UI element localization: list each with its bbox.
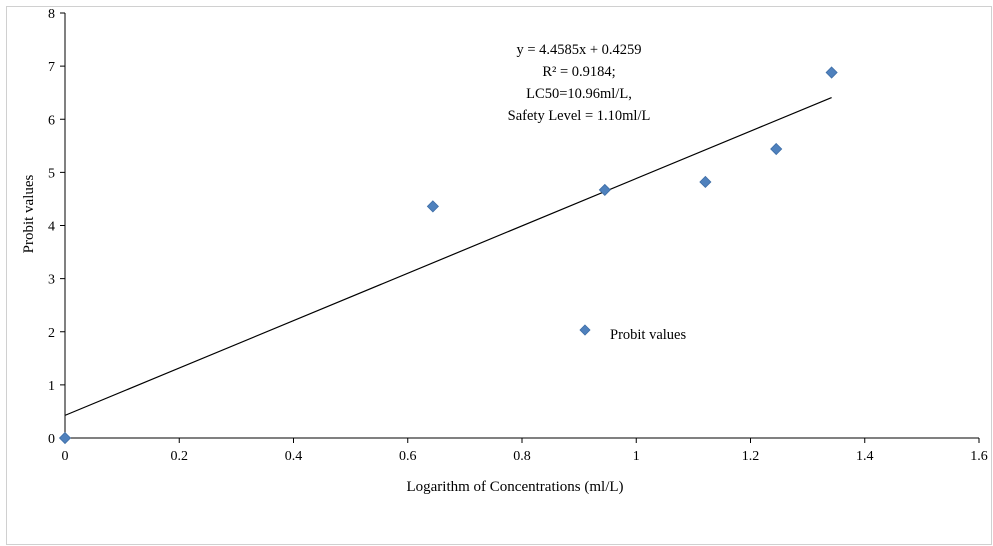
y-tick-label: 4 — [48, 220, 55, 235]
x-tick-label: 0.8 — [513, 449, 531, 464]
y-tick-label: 7 — [48, 60, 55, 75]
equation-annotation: y = 4.4585x + 0.4259 R² = 0.9184; LC50=1… — [508, 42, 651, 124]
legend-label: Probit values — [610, 327, 686, 343]
y-tick-label: 3 — [48, 273, 55, 288]
x-tick-label: 1.4 — [856, 449, 874, 464]
data-points — [58, 66, 838, 445]
legend: Probit values — [579, 324, 686, 343]
y-tick-label: 6 — [48, 113, 55, 128]
equation-line-4: Safety Level = 1.10ml/L — [508, 108, 651, 124]
x-tick-label: 0.4 — [285, 449, 303, 464]
y-axis-title: Probit values — [21, 174, 37, 253]
y-tick-label: 2 — [48, 326, 55, 341]
x-tick-label: 0.2 — [171, 449, 189, 464]
linear-trendline — [64, 96, 832, 416]
y-tick-label: 8 — [48, 7, 55, 22]
data-point — [825, 66, 838, 79]
x-tick-label: 0 — [62, 449, 69, 464]
chart-frame — [6, 6, 992, 545]
data-point — [598, 183, 611, 196]
data-point — [58, 431, 72, 445]
x-tick-label: 0.6 — [399, 449, 417, 464]
x-ticks: 0 0.2 0.4 0.6 0.8 1 1.2 1.4 1.6 — [62, 438, 988, 464]
data-point — [770, 142, 783, 156]
y-tick-label: 0 — [48, 432, 55, 447]
y-tick-label: 1 — [48, 379, 55, 394]
legend-marker-icon — [579, 324, 591, 336]
x-tick-label: 1.6 — [970, 449, 988, 464]
equation-line-2: R² = 0.9184; — [542, 64, 615, 80]
equation-line-1: y = 4.4585x + 0.4259 — [516, 42, 641, 58]
axes: 0 0.2 0.4 0.6 0.8 1 1.2 1.4 1.6 0 1 2 3 4 5 6 7 8 — [48, 7, 988, 464]
data-point — [699, 175, 712, 189]
x-tick-label: 1 — [633, 449, 640, 464]
data-point — [426, 200, 439, 213]
y-ticks: 0 1 2 3 4 5 6 7 8 — [48, 7, 65, 447]
y-tick-label: 5 — [48, 166, 55, 181]
x-axis-title: Logarithm of Concentrations (ml/L) — [406, 479, 623, 495]
x-tick-label: 1.2 — [742, 449, 760, 464]
equation-line-3: LC50=10.96ml/L, — [526, 86, 632, 102]
